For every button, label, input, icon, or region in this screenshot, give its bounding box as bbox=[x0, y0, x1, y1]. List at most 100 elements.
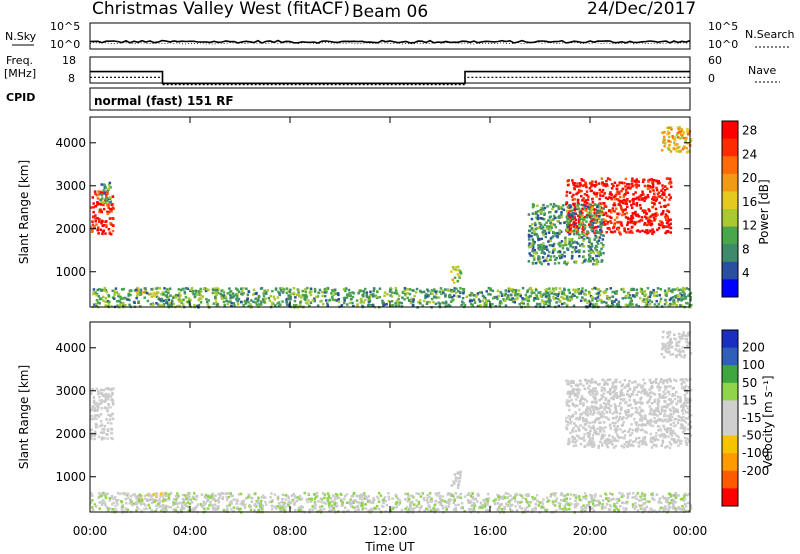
heatmap-cell bbox=[531, 496, 534, 499]
heatmap-cell bbox=[518, 505, 522, 508]
heatmap-cell bbox=[639, 440, 642, 443]
heatmap-cell bbox=[645, 443, 648, 446]
heatmap-cell bbox=[103, 286, 107, 290]
heatmap-cell bbox=[653, 219, 656, 222]
heatmap-cell bbox=[188, 502, 192, 505]
heatmap-cell bbox=[533, 258, 536, 261]
heatmap-cell bbox=[162, 492, 166, 495]
heatmap-cell bbox=[576, 390, 579, 393]
heatmap-cell bbox=[581, 207, 585, 211]
heatmap-cell bbox=[652, 498, 656, 501]
heatmap-cell bbox=[680, 409, 684, 412]
heatmap-cell bbox=[349, 294, 352, 297]
heatmap-cell bbox=[167, 493, 171, 496]
heatmap-cell bbox=[508, 287, 512, 291]
heatmap-cell bbox=[538, 238, 542, 241]
heatmap-cell bbox=[565, 263, 568, 266]
heatmap-cell bbox=[585, 409, 588, 412]
heatmap-cell bbox=[574, 218, 578, 222]
heatmap-cell bbox=[110, 210, 113, 213]
heatmap-cell bbox=[611, 207, 615, 210]
heatmap-cell bbox=[201, 506, 205, 509]
heatmap-cell bbox=[146, 291, 149, 295]
heatmap-cell bbox=[641, 504, 644, 507]
heatmap-cell bbox=[431, 292, 434, 295]
heatmap-cell bbox=[110, 427, 114, 431]
heatmap-cell bbox=[92, 288, 96, 291]
heatmap-cell bbox=[229, 300, 232, 303]
heatmap-cell bbox=[655, 493, 659, 496]
heatmap-cell bbox=[592, 387, 596, 390]
heatmap-cell bbox=[100, 200, 103, 203]
heatmap-cell bbox=[664, 446, 667, 449]
heatmap-cell bbox=[595, 229, 598, 232]
heatmap-cell bbox=[571, 293, 575, 296]
heatmap-cell bbox=[637, 401, 641, 404]
heatmap-cell bbox=[635, 437, 638, 440]
heatmap-cell bbox=[355, 299, 359, 302]
heatmap-cell bbox=[604, 219, 608, 222]
heatmap-cell bbox=[597, 444, 601, 448]
heatmap-cell bbox=[94, 302, 98, 306]
heatmap-cell bbox=[651, 413, 654, 416]
heatmap-cell bbox=[176, 505, 179, 509]
heatmap-cell bbox=[591, 287, 594, 291]
heatmap-cell bbox=[676, 410, 680, 414]
heatmap-cell bbox=[582, 255, 585, 259]
heatmap-cell bbox=[271, 289, 274, 293]
heatmap-cell bbox=[582, 416, 585, 420]
heatmap-cell bbox=[237, 290, 241, 293]
heatmap-cell bbox=[447, 492, 450, 495]
heatmap-cell bbox=[652, 189, 655, 192]
heatmap-cell bbox=[591, 204, 595, 208]
heatmap-cell bbox=[629, 300, 632, 304]
heatmap-cell bbox=[329, 509, 332, 512]
heatmap-cell bbox=[520, 500, 523, 503]
heatmap-cell bbox=[663, 192, 666, 195]
heatmap-cell bbox=[563, 494, 567, 497]
heatmap-cell bbox=[571, 212, 575, 215]
heatmap-cell bbox=[646, 401, 649, 404]
heatmap-cell bbox=[587, 260, 590, 263]
heatmap-cell bbox=[679, 149, 682, 153]
heatmap-cell bbox=[598, 191, 602, 195]
heatmap-cell bbox=[679, 304, 682, 307]
heatmap-cell bbox=[615, 391, 618, 395]
heatmap-cell bbox=[665, 177, 669, 180]
heatmap-cell bbox=[611, 386, 614, 389]
heatmap-cell bbox=[570, 195, 574, 198]
heatmap-cell bbox=[570, 502, 573, 506]
heatmap-cell bbox=[532, 251, 536, 254]
heatmap-cell bbox=[606, 177, 610, 180]
heatmap-cell bbox=[627, 442, 630, 446]
heatmap-cell bbox=[453, 498, 456, 501]
heatmap-cell bbox=[294, 296, 297, 299]
heatmap-cell bbox=[309, 301, 313, 304]
heatmap-cell bbox=[106, 409, 109, 413]
heatmap-cell bbox=[634, 191, 637, 194]
heatmap-cell bbox=[649, 230, 652, 233]
heatmap-cell bbox=[668, 393, 671, 396]
heatmap-cell bbox=[518, 292, 522, 296]
heatmap-cell bbox=[573, 232, 576, 236]
heatmap-cell bbox=[451, 295, 454, 299]
heatmap-cell bbox=[576, 242, 580, 245]
heatmap-cell bbox=[271, 508, 274, 511]
heatmap-cell bbox=[377, 500, 381, 503]
heatmap-cell bbox=[518, 303, 521, 306]
heatmap-cell bbox=[383, 496, 387, 499]
heatmap-cell bbox=[631, 231, 634, 234]
velocity-cells bbox=[90, 330, 693, 514]
heatmap-cell bbox=[524, 493, 527, 497]
heatmap-cell bbox=[582, 411, 586, 414]
heatmap-cell bbox=[531, 205, 535, 209]
heatmap-cell bbox=[292, 287, 296, 290]
heatmap-cell bbox=[613, 202, 616, 205]
heatmap-cell bbox=[576, 228, 579, 232]
heatmap-cell bbox=[634, 180, 638, 183]
heatmap-cell bbox=[389, 286, 392, 290]
heatmap-cell bbox=[557, 293, 560, 296]
heatmap-cell bbox=[531, 212, 535, 215]
heatmap-cell bbox=[600, 241, 603, 245]
heatmap-cell bbox=[570, 238, 574, 241]
